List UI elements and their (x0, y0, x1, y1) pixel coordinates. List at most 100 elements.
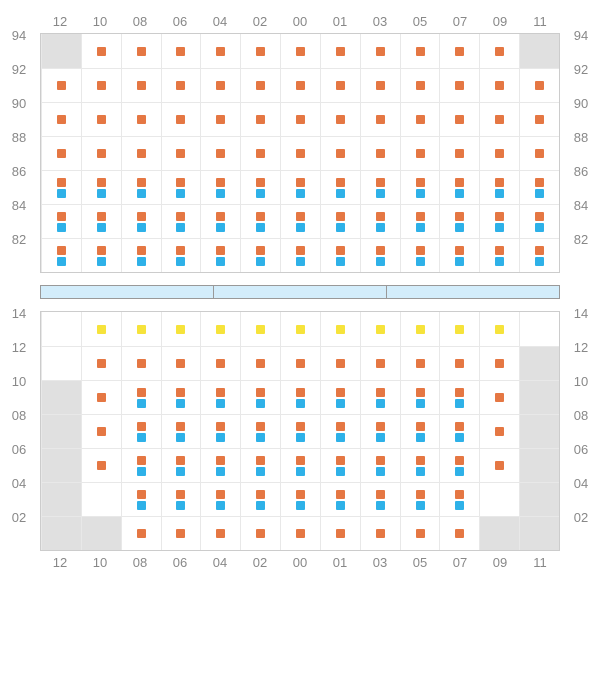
seat-cell[interactable] (41, 136, 81, 170)
seat-cell[interactable] (41, 170, 81, 204)
seat-cell[interactable] (240, 312, 280, 346)
seat-cell[interactable] (280, 102, 320, 136)
seat-cell[interactable] (41, 238, 81, 272)
seat-cell[interactable] (121, 346, 161, 380)
seat-cell[interactable] (519, 170, 559, 204)
seat-cell[interactable] (479, 448, 519, 482)
seat-cell[interactable] (81, 34, 121, 68)
seat-cell[interactable] (439, 346, 479, 380)
seat-cell[interactable] (479, 102, 519, 136)
seat-cell[interactable] (161, 312, 201, 346)
seat-cell[interactable] (280, 448, 320, 482)
seat-cell[interactable] (519, 238, 559, 272)
seat-cell[interactable] (240, 34, 280, 68)
seat-cell[interactable] (479, 380, 519, 414)
seat-cell[interactable] (200, 238, 240, 272)
seat-cell[interactable] (439, 414, 479, 448)
seat-cell[interactable] (280, 346, 320, 380)
seat-cell[interactable] (519, 68, 559, 102)
seat-cell[interactable] (161, 516, 201, 550)
seat-cell[interactable] (439, 516, 479, 550)
seat-cell[interactable] (121, 34, 161, 68)
seat-cell[interactable] (360, 312, 400, 346)
seat-cell[interactable] (161, 102, 201, 136)
seat-cell[interactable] (121, 204, 161, 238)
seat-cell[interactable] (240, 136, 280, 170)
seat-cell[interactable] (320, 482, 360, 516)
seat-cell[interactable] (360, 346, 400, 380)
seat-cell[interactable] (280, 204, 320, 238)
seat-cell[interactable] (439, 448, 479, 482)
seat-cell[interactable] (240, 204, 280, 238)
seat-cell[interactable] (519, 204, 559, 238)
seat-cell[interactable] (439, 312, 479, 346)
seat-cell[interactable] (121, 312, 161, 346)
seat-cell[interactable] (280, 516, 320, 550)
seat-cell[interactable] (161, 34, 201, 68)
seat-cell[interactable] (439, 34, 479, 68)
seat-cell[interactable] (479, 312, 519, 346)
seat-cell[interactable] (519, 102, 559, 136)
seat-cell[interactable] (400, 68, 440, 102)
seat-cell[interactable] (161, 170, 201, 204)
seat-cell[interactable] (81, 238, 121, 272)
seat-cell[interactable] (479, 68, 519, 102)
seat-cell[interactable] (400, 312, 440, 346)
seat-cell[interactable] (479, 34, 519, 68)
seat-cell[interactable] (280, 68, 320, 102)
seat-cell[interactable] (360, 136, 400, 170)
seat-cell[interactable] (200, 482, 240, 516)
seat-cell[interactable] (200, 380, 240, 414)
seat-cell[interactable] (240, 346, 280, 380)
seat-cell[interactable] (439, 204, 479, 238)
seat-cell[interactable] (280, 312, 320, 346)
seat-cell[interactable] (360, 34, 400, 68)
seat-cell[interactable] (280, 238, 320, 272)
seat-cell[interactable] (200, 34, 240, 68)
seat-cell[interactable] (439, 482, 479, 516)
seat-cell[interactable] (121, 170, 161, 204)
seat-cell[interactable] (519, 136, 559, 170)
seat-cell[interactable] (360, 238, 400, 272)
seat-cell[interactable] (161, 204, 201, 238)
seat-cell[interactable] (121, 238, 161, 272)
seat-cell[interactable] (360, 414, 400, 448)
seat-cell[interactable] (200, 102, 240, 136)
seat-cell[interactable] (81, 448, 121, 482)
seat-cell[interactable] (121, 136, 161, 170)
seat-cell[interactable] (280, 170, 320, 204)
seat-cell[interactable] (81, 414, 121, 448)
seat-cell[interactable] (439, 238, 479, 272)
seat-cell[interactable] (41, 204, 81, 238)
seat-cell[interactable] (479, 346, 519, 380)
seat-cell[interactable] (400, 516, 440, 550)
seat-cell[interactable] (360, 204, 400, 238)
seat-cell[interactable] (121, 68, 161, 102)
seat-cell[interactable] (81, 204, 121, 238)
seat-cell[interactable] (121, 380, 161, 414)
seat-cell[interactable] (439, 170, 479, 204)
seat-cell[interactable] (41, 68, 81, 102)
seat-cell[interactable] (280, 136, 320, 170)
seat-cell[interactable] (81, 170, 121, 204)
seat-cell[interactable] (320, 238, 360, 272)
seat-cell[interactable] (161, 68, 201, 102)
seat-cell[interactable] (479, 170, 519, 204)
seat-cell[interactable] (161, 238, 201, 272)
seat-cell[interactable] (240, 516, 280, 550)
seat-cell[interactable] (121, 102, 161, 136)
seat-cell[interactable] (81, 102, 121, 136)
seat-cell[interactable] (400, 238, 440, 272)
seat-cell[interactable] (81, 312, 121, 346)
seat-cell[interactable] (439, 68, 479, 102)
seat-cell[interactable] (200, 136, 240, 170)
seat-cell[interactable] (400, 380, 440, 414)
seat-cell[interactable] (360, 68, 400, 102)
seat-cell[interactable] (200, 414, 240, 448)
seat-cell[interactable] (400, 34, 440, 68)
seat-cell[interactable] (320, 414, 360, 448)
seat-cell[interactable] (400, 346, 440, 380)
seat-cell[interactable] (320, 102, 360, 136)
seat-cell[interactable] (360, 482, 400, 516)
seat-cell[interactable] (81, 68, 121, 102)
